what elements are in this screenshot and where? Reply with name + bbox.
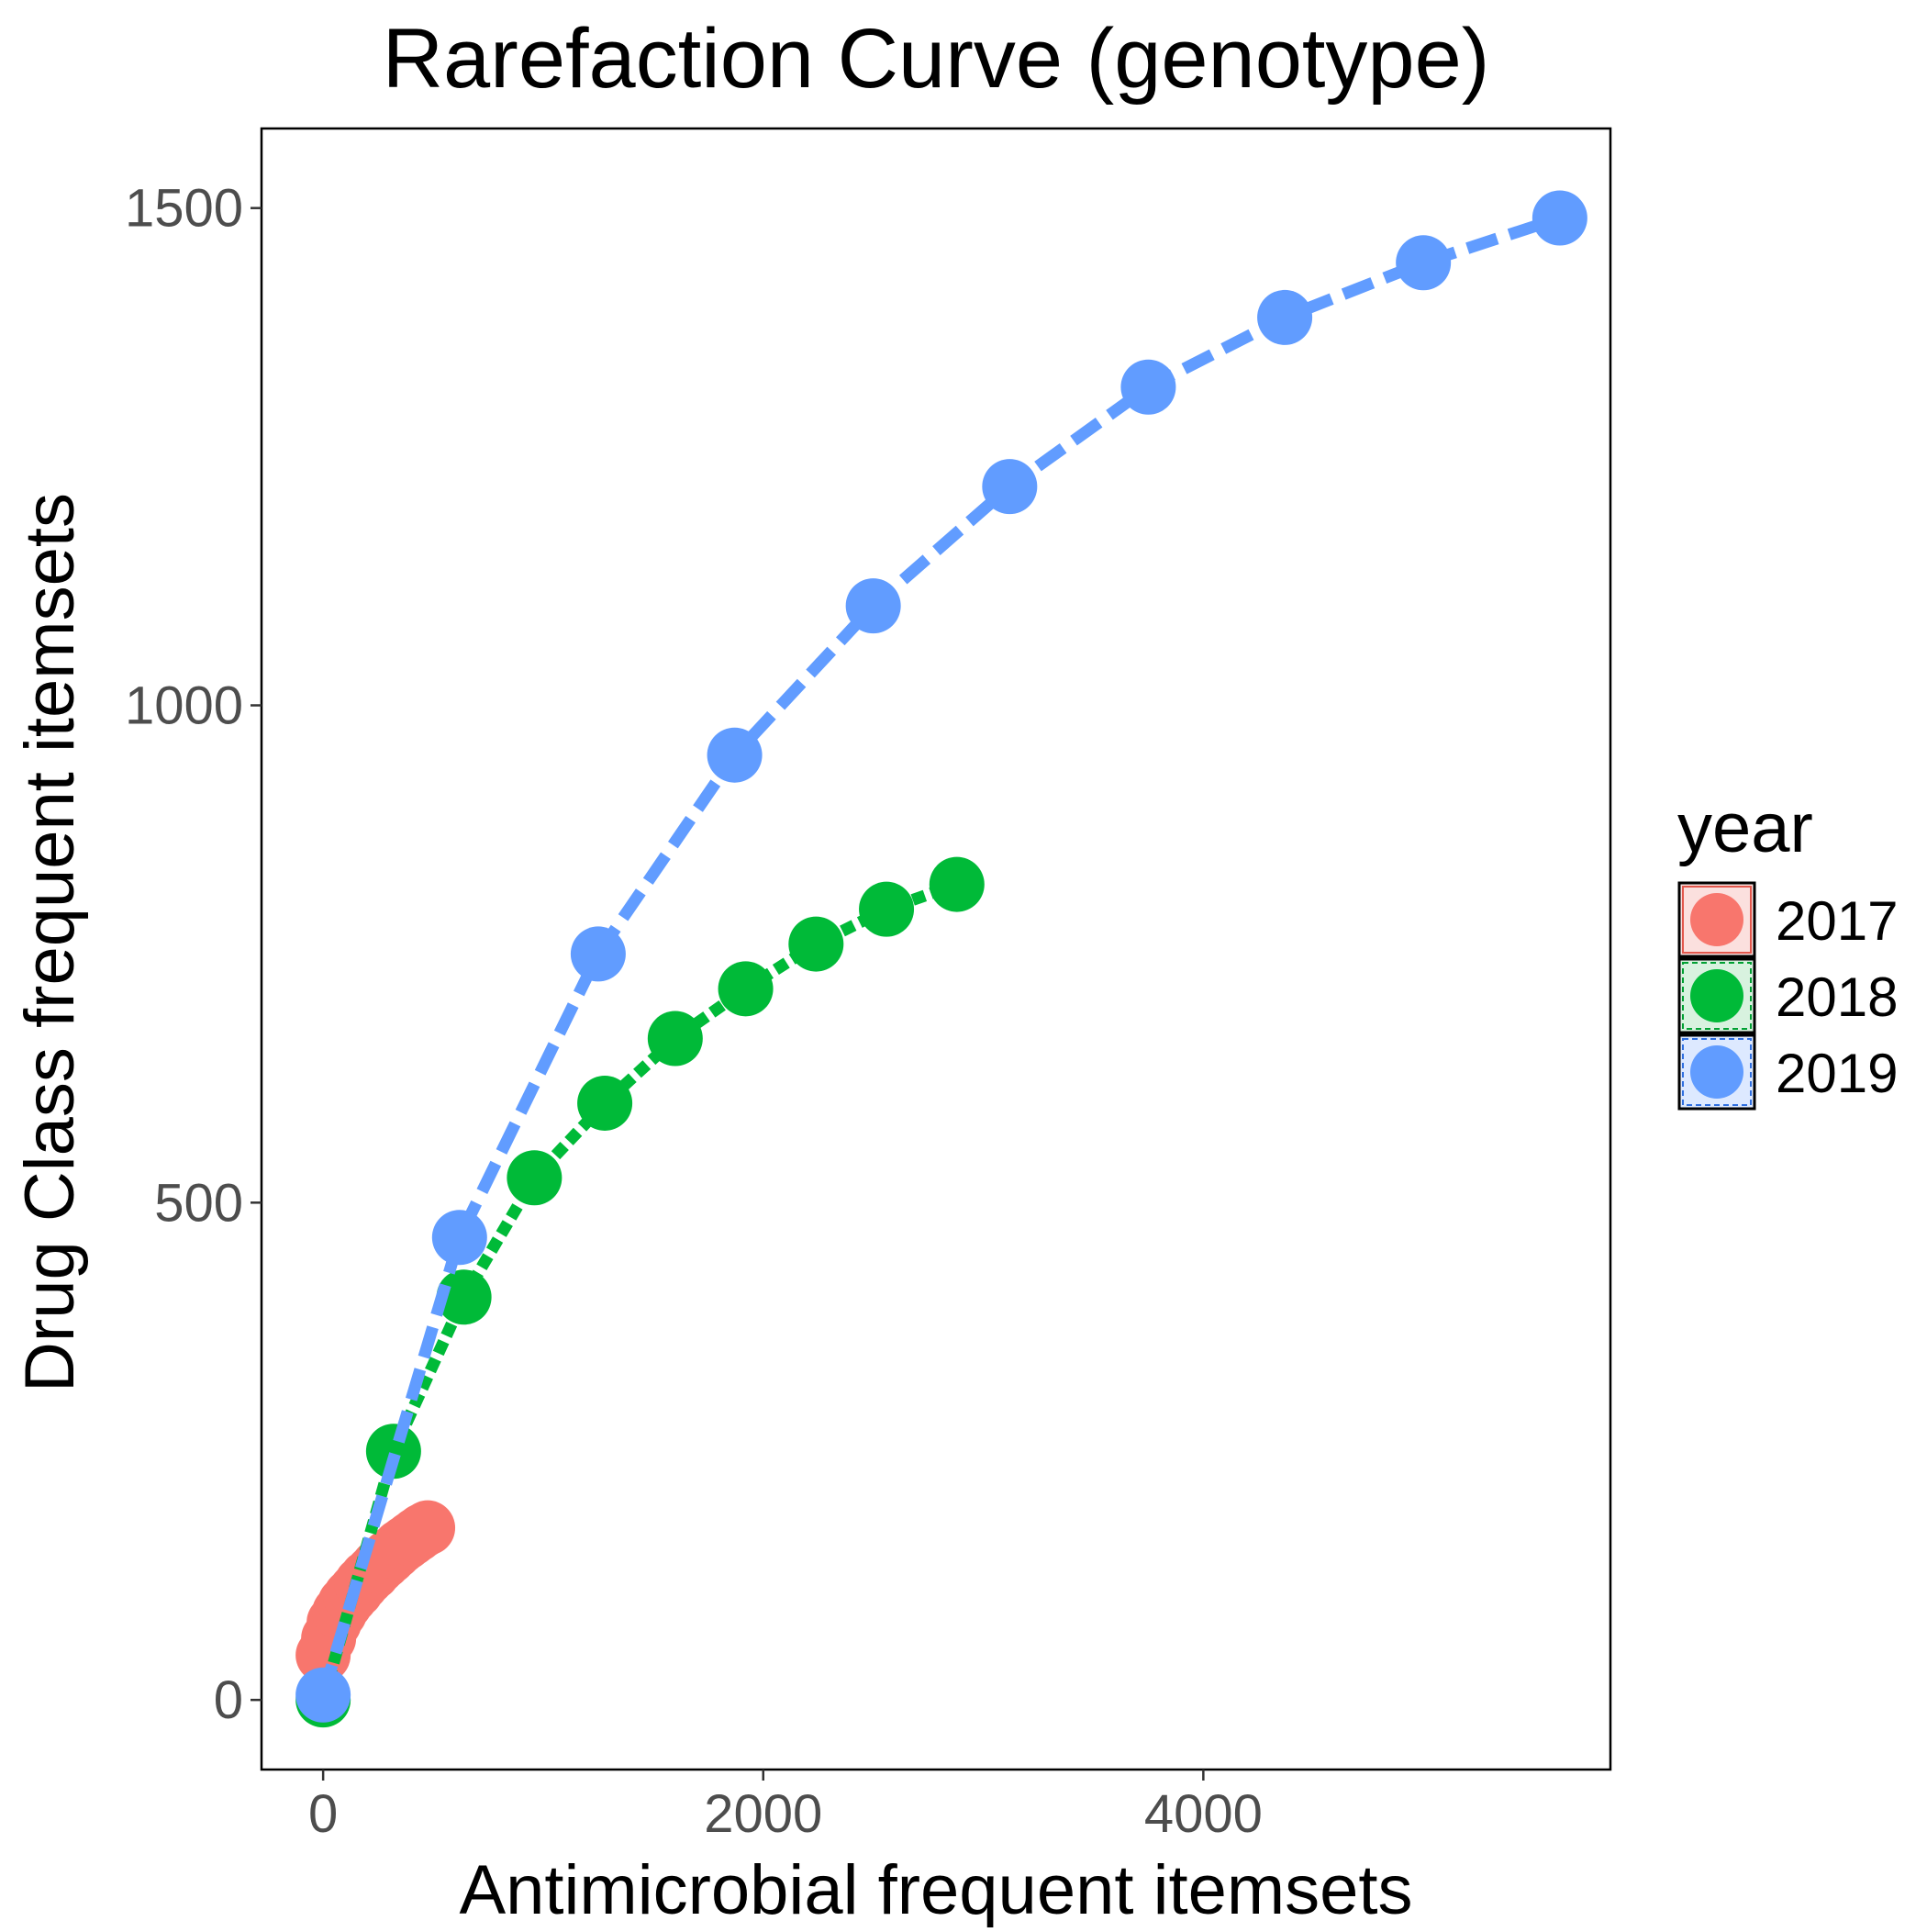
y-tick-label: 1500 [125, 179, 243, 239]
y-axis-label: Drug Class frequent itemsets [11, 493, 89, 1392]
data-point-2019 [570, 926, 626, 982]
legend: year 2017 2018 2019 [1677, 789, 1898, 1111]
data-point-2019 [707, 727, 763, 783]
axis-ticks: 0 2000 4000 0 500 1000 1500 [125, 179, 1263, 1844]
data-point-2017 [400, 1500, 456, 1556]
data-point-2018 [577, 1075, 633, 1131]
data-point-2019 [1532, 190, 1587, 246]
legend-marker-2017 [1690, 893, 1743, 946]
legend-key-border-2019 [1682, 1038, 1752, 1106]
x-tick-label: 0 [308, 1784, 338, 1844]
y-tick-label: 500 [154, 1173, 243, 1233]
data-point-2018 [436, 1269, 492, 1325]
legend-key-border-2018 [1682, 962, 1752, 1030]
data-point-2019 [982, 459, 1038, 515]
data-point-2018 [647, 1011, 703, 1067]
data-point-2018 [788, 916, 844, 972]
data-point-2019 [1257, 289, 1313, 345]
data-point-2018 [718, 961, 774, 1017]
legend-label-2018: 2018 [1776, 966, 1898, 1028]
legend-key-border-2017 [1682, 886, 1752, 954]
plot-panel [260, 127, 1612, 1771]
y-tick-label: 1000 [125, 676, 243, 736]
data-point-2018 [859, 881, 915, 937]
legend-label-2017: 2017 [1776, 890, 1898, 952]
data-point-2018 [507, 1150, 563, 1206]
data-point-2019 [431, 1210, 487, 1266]
series-2019 [295, 190, 1587, 1723]
legend-title: year [1677, 789, 1813, 867]
data-point-2019 [295, 1667, 351, 1723]
data-point-2018 [365, 1424, 421, 1480]
series-line-2018 [317, 878, 959, 1702]
x-tick-label: 2000 [704, 1784, 822, 1844]
chart-title: Rarefaction Curve (genotype) [383, 12, 1490, 106]
x-axis-label: Antimicrobial frequent itemsets [459, 1851, 1412, 1927]
data-point-2019 [1120, 359, 1176, 415]
data-point-2018 [929, 856, 985, 912]
legend-label-2019: 2019 [1776, 1043, 1898, 1104]
data-point-2019 [1396, 235, 1452, 291]
y-tick-label: 0 [214, 1670, 243, 1730]
legend-marker-2019 [1690, 1045, 1743, 1099]
legend-marker-2018 [1690, 969, 1743, 1022]
x-tick-label: 4000 [1144, 1784, 1263, 1844]
data-point-2019 [845, 578, 901, 634]
series-layer [295, 190, 1587, 1728]
series-line-2019 [317, 212, 1562, 1697]
